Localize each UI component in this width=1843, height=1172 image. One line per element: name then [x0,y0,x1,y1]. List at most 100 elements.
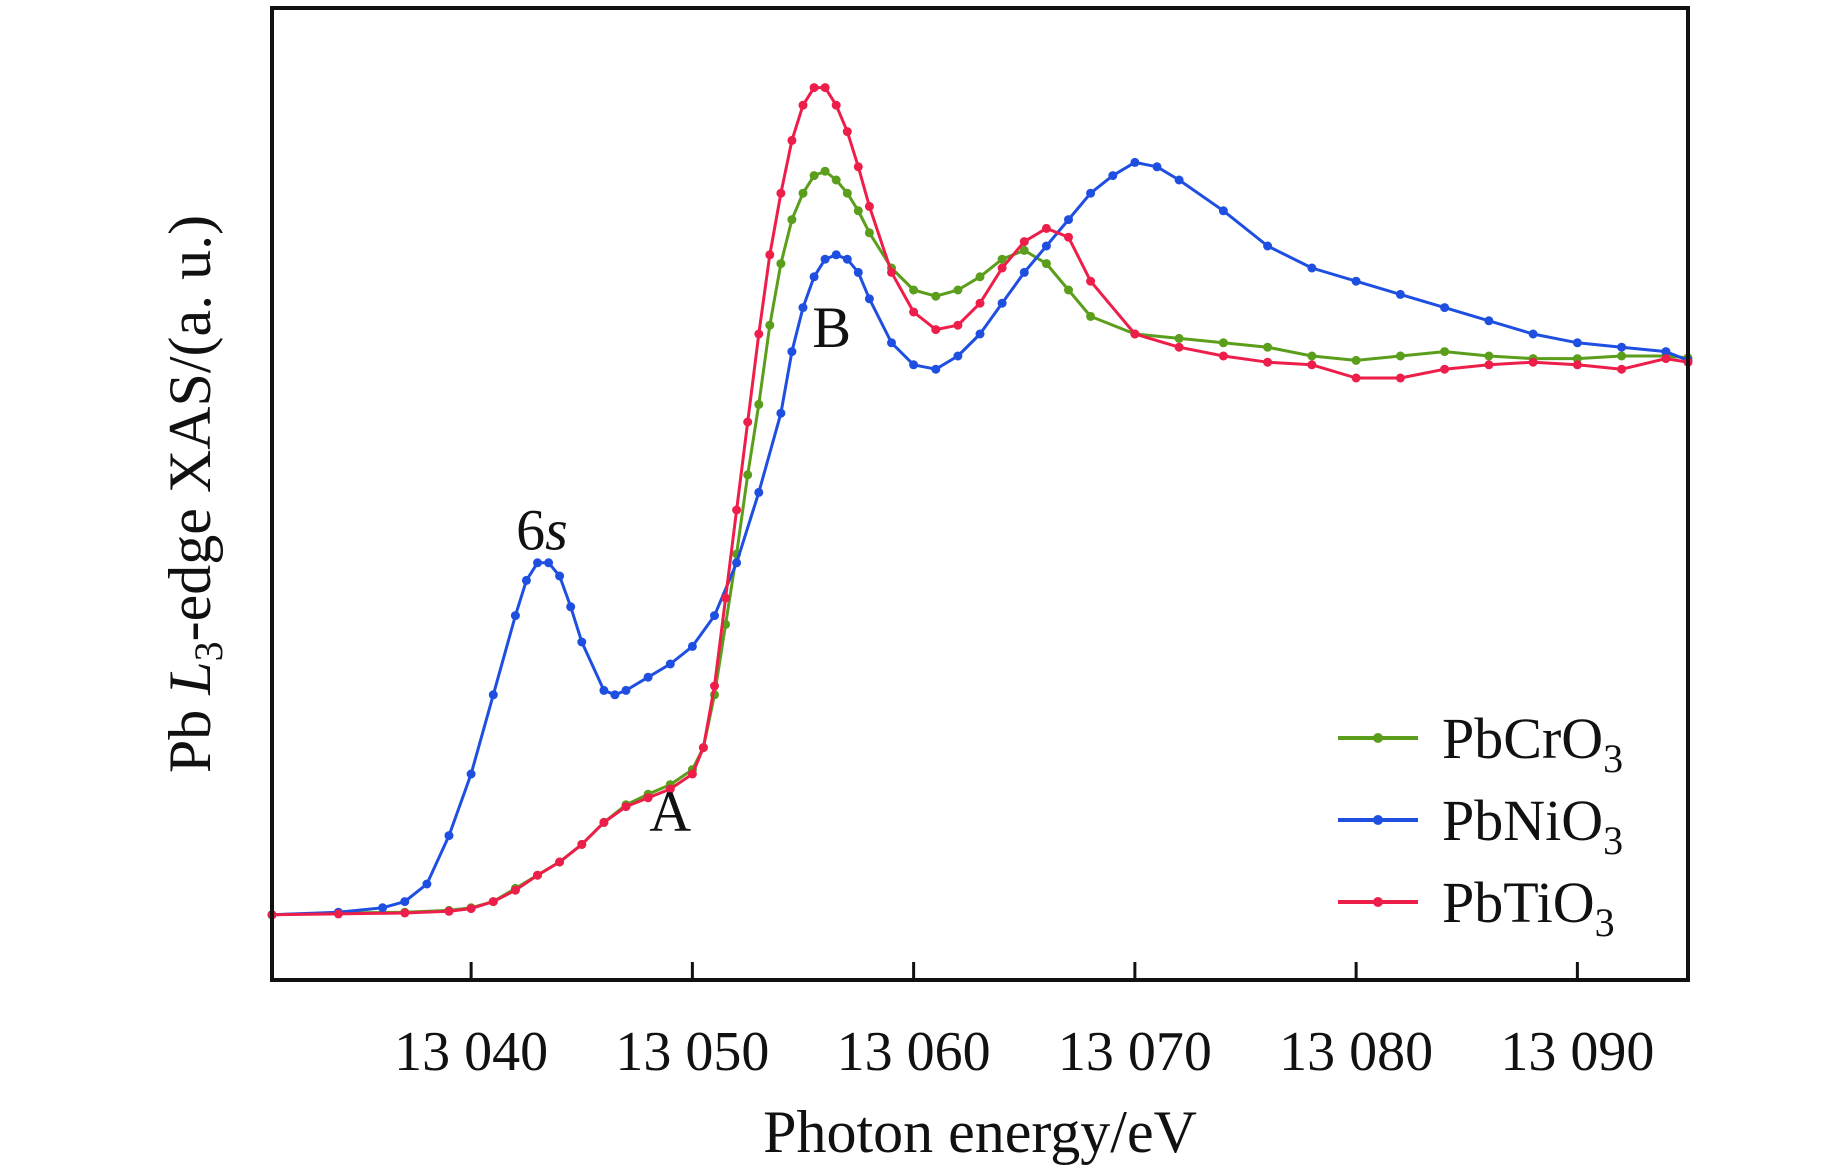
data-point [1572,360,1582,370]
data-point [1108,171,1118,181]
data-point [621,685,631,695]
data-point [787,347,797,357]
data-point [665,659,675,669]
data-point [1572,354,1582,364]
data-point [400,908,410,918]
data-point [544,558,554,568]
data-point [444,906,454,916]
data-point [842,254,852,264]
x-tick-label: 13 090 [1500,1021,1654,1083]
data-point [1086,188,1096,198]
data-point [488,897,498,907]
data-point [1174,175,1184,185]
data-point [798,100,808,110]
data-point [599,817,609,827]
data-point [853,162,863,172]
data-point [997,254,1007,264]
data-point [710,611,719,621]
data-point [1152,162,1162,172]
data-point [809,171,819,181]
data-point [743,470,753,480]
data-point [378,903,388,913]
data-point [765,250,775,260]
data-point [798,303,808,313]
x-tick-label: 13 050 [615,1021,769,1083]
data-point [776,408,786,418]
data-point [776,188,786,198]
data-point [831,175,841,185]
data-point [1174,342,1184,352]
data-point [820,83,830,93]
data-point [1064,285,1073,295]
data-point [864,201,874,211]
data-point [776,259,786,269]
data-point [687,769,697,779]
data-point [710,681,719,691]
data-point [754,399,764,409]
data-point [577,637,587,647]
data-point [975,329,985,339]
data-point [743,417,753,427]
data-point [665,784,675,794]
data-point [1019,245,1029,255]
data-point [1019,267,1029,277]
data-point [1617,364,1627,374]
x-tick-label: 13 080 [1279,1021,1433,1083]
data-point [444,831,454,841]
data-point [1041,259,1051,269]
legend-marker [1373,733,1383,743]
data-point [909,285,919,295]
x-tick-label: 13 040 [394,1021,548,1083]
data-point [1130,329,1140,339]
data-point [488,690,498,700]
data-point [533,558,542,568]
data-point [1086,276,1096,286]
annotations: 6s A B [516,295,851,844]
data-point [555,571,565,581]
data-point [1395,373,1405,383]
x-tick-label: 13 060 [837,1021,991,1083]
data-point [842,127,852,137]
data-point [1218,338,1228,348]
data-point [510,885,520,895]
data-point [1528,357,1538,367]
annotation-label: 6s [516,498,568,563]
data-point [887,338,896,348]
data-point [931,364,941,374]
legend-marker [1373,897,1383,907]
annotation-label: A [649,779,691,844]
data-point [864,228,874,238]
data-point [1617,351,1627,361]
data-point [1263,241,1273,251]
data-point [466,904,476,914]
data-point [953,351,963,361]
data-point [643,793,653,803]
data-point [577,839,587,849]
data-point [521,575,531,585]
data-point [1661,354,1671,364]
data-point [853,267,863,277]
data-point [853,206,863,216]
annotation-label: B [812,295,851,360]
data-point [765,320,775,330]
data-point [1484,351,1494,361]
data-point [621,802,631,812]
y-axis-title-subscript: 3 [186,641,231,661]
data-point [997,298,1007,308]
data-point [831,250,841,260]
data-point [1528,329,1538,339]
data-point [864,294,874,304]
data-point [1661,347,1671,357]
data-point [820,254,830,264]
x-axis: 13 040 13 050 13 060 13 070 13 080 13 090 [394,962,1654,1083]
data-point [1041,223,1051,233]
data-point [1395,351,1405,361]
legend-label: PbTiO3 [1442,870,1615,945]
data-point [1263,342,1273,352]
data-point [400,897,410,907]
legend-item: PbTiO3 [1338,870,1615,945]
data-point [1019,237,1029,247]
data-point [1351,373,1361,383]
